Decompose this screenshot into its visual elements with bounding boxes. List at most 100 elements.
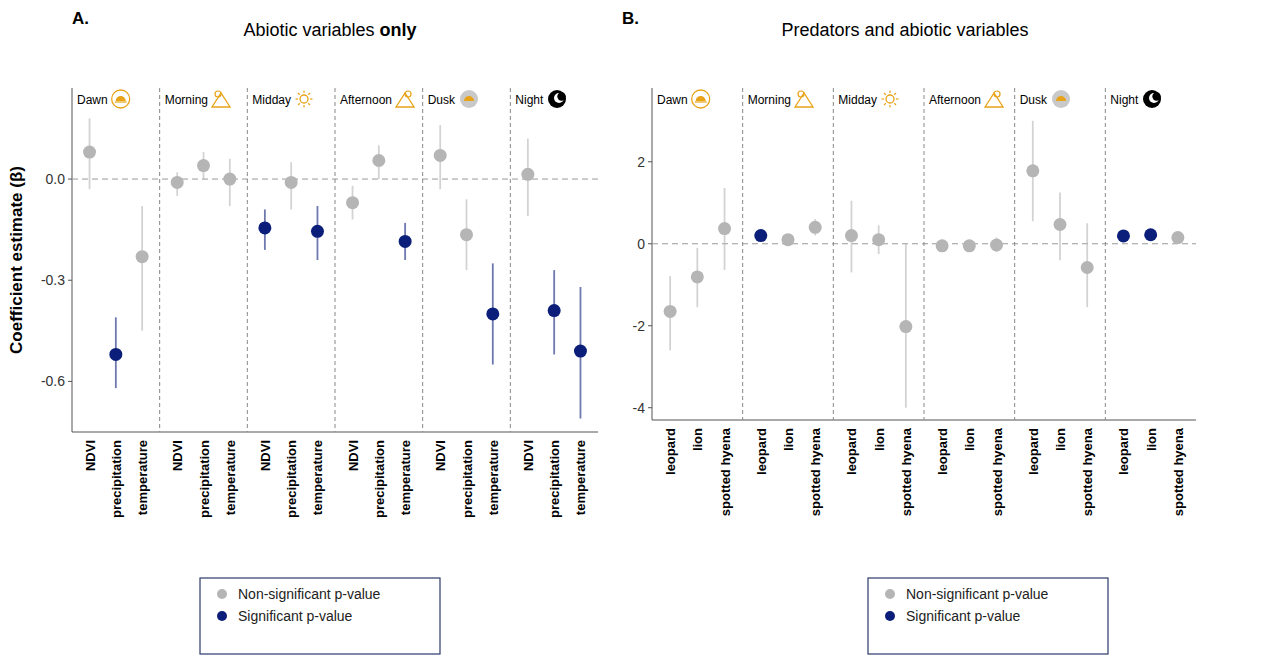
facet-separator [833, 88, 834, 420]
facet-separator [335, 88, 336, 432]
x-tick-label: NDVI [170, 440, 185, 471]
point [258, 221, 271, 234]
x-tick-label: spotted hyena [718, 427, 733, 516]
point [197, 159, 210, 172]
marks [664, 121, 1185, 408]
x-tick-label: leopard [844, 428, 859, 475]
x-tick-label: temperature [135, 440, 150, 515]
x-tick-label: spotted hyena [1171, 427, 1186, 516]
x-tick-label: temperature [223, 440, 238, 515]
legend-box [868, 578, 1108, 654]
legend-box [200, 578, 440, 654]
icon-dawn [112, 90, 130, 108]
legend-swatch [885, 611, 895, 621]
x-tick-label: spotted hyena [899, 427, 914, 516]
point [664, 305, 677, 318]
point [521, 168, 534, 181]
x-tick-label: temperature [310, 440, 325, 515]
point [1026, 164, 1039, 177]
x-tick-label: NDVI [258, 440, 273, 471]
facet-title: Dusk [1020, 93, 1048, 107]
icon-ray [303, 91, 304, 94]
legend-swatch [217, 589, 227, 599]
facet-title: Dusk [428, 93, 456, 107]
x-tick-label: NDVI [83, 440, 98, 471]
x-tick-label: temperature [398, 440, 413, 515]
panel-title: Abiotic variables only [243, 20, 416, 40]
point [460, 228, 473, 241]
x-tick-label: NDVI [521, 440, 536, 471]
x-tick-label: lion [781, 428, 796, 451]
point [963, 239, 976, 252]
x-tick-label: lion [872, 428, 887, 451]
point [399, 235, 412, 248]
icon-sun [798, 91, 804, 97]
y-tick [648, 407, 652, 408]
point [754, 229, 767, 242]
facet-icon [212, 91, 230, 107]
y-tick-label: 0 [637, 236, 645, 252]
icon-ray [884, 93, 886, 95]
point [1054, 218, 1067, 231]
legend: Non-significant p-value Significant p-val… [868, 578, 1108, 654]
icon-dusk [1052, 90, 1070, 108]
legend-label: Non-significant p-value [906, 586, 1049, 602]
icon-ray [298, 93, 300, 95]
x-tick-label: leopard [754, 428, 769, 475]
icon-dawn [692, 90, 710, 108]
point [1144, 228, 1157, 241]
point [434, 149, 447, 162]
point [109, 348, 122, 361]
y-tick-label: -0.3 [41, 272, 65, 288]
panel-title: Predators and abiotic variables [781, 20, 1028, 40]
legend-label: Non-significant p-value [238, 586, 381, 602]
icon-ray [884, 103, 886, 105]
icon-ray [298, 103, 300, 105]
facet-icon [396, 91, 414, 107]
facet-icon [1052, 90, 1070, 108]
point [223, 173, 236, 186]
facet-icon [795, 91, 813, 107]
icon-sun [886, 95, 894, 103]
icon-ray [310, 98, 313, 99]
icon-sun [116, 96, 126, 101]
point [574, 345, 587, 358]
y-tick [68, 381, 72, 382]
legend: Non-significant p-value Significant p-val… [200, 578, 440, 654]
x-tick-label: leopard [663, 428, 678, 475]
point [809, 221, 822, 234]
x-tick-label: lion [1144, 428, 1159, 451]
panel-label: A. [72, 9, 89, 28]
marks [83, 118, 587, 418]
x-tick-label: temperature [573, 440, 588, 515]
facet-title: Afternoon [340, 93, 392, 107]
y-axis [72, 88, 73, 432]
point [1117, 229, 1130, 242]
icon-ray [896, 98, 899, 99]
x-tick-label: precipitation [372, 440, 387, 518]
point [136, 250, 149, 263]
legend-label: Significant p-value [238, 608, 353, 624]
facet-title: Dawn [657, 93, 688, 107]
legend-label: Significant p-value [906, 608, 1021, 624]
point [171, 176, 184, 189]
y-tick-label: -0.6 [41, 373, 65, 389]
icon-ray [889, 105, 890, 108]
point [311, 225, 324, 238]
x-tick-label: lion [962, 428, 977, 451]
x-tick-label: temperature [486, 440, 501, 515]
point [990, 238, 1003, 251]
y-tick [648, 161, 652, 162]
icon-ray [889, 91, 890, 94]
facet-icon [1143, 90, 1161, 108]
point [486, 307, 499, 320]
facet-separator [247, 88, 248, 432]
x-tick-label: leopard [1116, 428, 1131, 475]
facet-icon [460, 90, 478, 108]
x-tick-label: spotted hyena [990, 427, 1005, 516]
icon-night [1143, 90, 1161, 108]
x-tick-label: NDVI [346, 440, 361, 471]
point [346, 196, 359, 209]
icon-ray [296, 98, 299, 99]
icon-horizon [115, 101, 127, 102]
